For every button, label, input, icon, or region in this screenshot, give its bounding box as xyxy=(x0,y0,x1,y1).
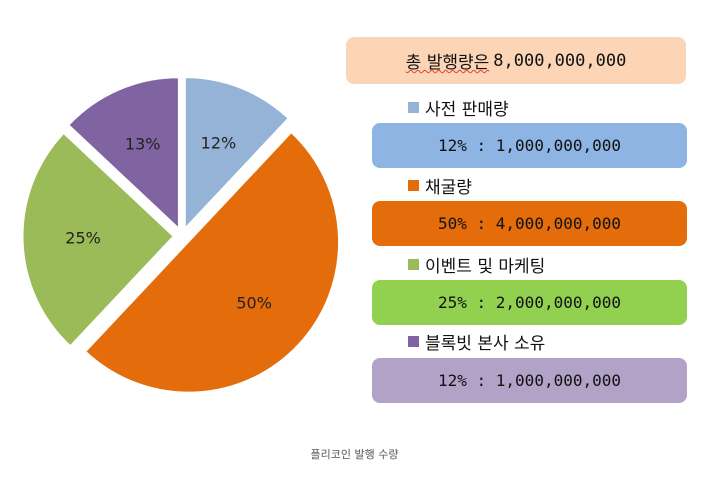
legend-item-marketing: 이벤트 및 마케팅 xyxy=(408,251,545,277)
value-text-marketing: 25% : 2,000,000,000 xyxy=(437,293,622,312)
legend-label-presale: 사전 판매량 xyxy=(425,99,509,120)
pie-label-marketing: 25% xyxy=(65,229,101,248)
legend-label-hq: 블록빗 본사 소유 xyxy=(425,333,546,354)
total-issuance-box: 총 발행량은 8,000,000,000 xyxy=(346,37,686,84)
legend-swatch-mining xyxy=(408,179,419,191)
pie-slice-mining xyxy=(85,132,339,393)
pie-slice-presale xyxy=(184,77,289,229)
value-text-presale: 12% : 1,000,000,000 xyxy=(437,136,622,155)
value-box-mining: 50% : 4,000,000,000 xyxy=(372,201,687,246)
value-box-hq: 12% : 1,000,000,000 xyxy=(372,358,687,403)
value-box-presale: 12% : 1,000,000,000 xyxy=(372,123,687,168)
pie-chart: 12% 50% 25% 13% xyxy=(0,0,345,410)
value-text-mining: 50% : 4,000,000,000 xyxy=(437,214,622,233)
total-issuance-value: 8,000,000,000 xyxy=(493,50,627,71)
value-text-hq: 12% : 1,000,000,000 xyxy=(437,371,622,390)
pie-label-hq: 13% xyxy=(125,135,161,154)
pie-slice-hq xyxy=(68,77,179,229)
legend-swatch-marketing xyxy=(408,258,419,270)
value-box-marketing: 25% : 2,000,000,000 xyxy=(372,280,687,325)
legend-swatch-hq xyxy=(408,335,419,347)
pie-label-presale: 12% xyxy=(201,133,237,152)
legend-item-mining: 채굴량 xyxy=(408,172,472,198)
legend-label-marketing: 이벤트 및 마케팅 xyxy=(425,256,546,277)
legend-label-mining: 채굴량 xyxy=(425,177,472,198)
pie-chart-svg: 12% 50% 25% 13% xyxy=(22,77,339,393)
legend-swatch-presale xyxy=(408,101,419,113)
legend-item-presale: 사전 판매량 xyxy=(408,94,509,120)
figure-caption: 플리코인 발행 수량 xyxy=(310,448,399,461)
pie-slice-marketing xyxy=(22,132,174,347)
legend-item-hq: 블록빗 본사 소유 xyxy=(408,328,545,354)
total-issuance-label: 총 발행량은 xyxy=(405,53,490,73)
pie-label-mining: 50% xyxy=(236,293,272,312)
